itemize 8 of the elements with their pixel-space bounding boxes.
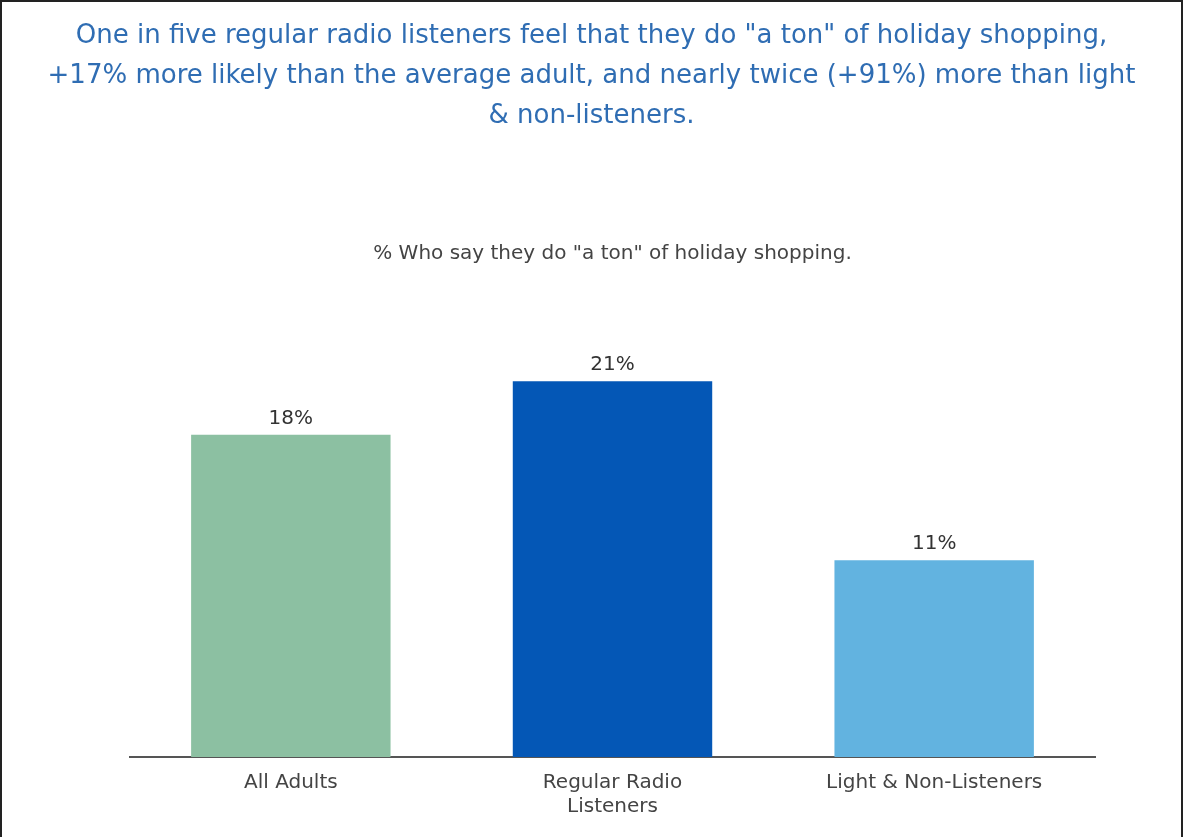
data-label: 18% (268, 405, 314, 430)
data-label: 11% (911, 530, 957, 555)
chart-title: One in five regular radio listeners feel that they do "a ton" of holiday shopping, +17% more likely than the average adult, and nearly twice (+91%) more than light & non-listeners. (46, 18, 1137, 131)
x-tick-label: Light & Non-Listeners (826, 769, 1043, 794)
x-tick-label: All Adults (244, 769, 338, 794)
x-tick-label: Regular Radio Listeners (542, 769, 683, 818)
chart-subtitle: % Who say they do "a ton" of holiday shopping. (373, 240, 852, 265)
data-label: 21% (590, 351, 635, 376)
